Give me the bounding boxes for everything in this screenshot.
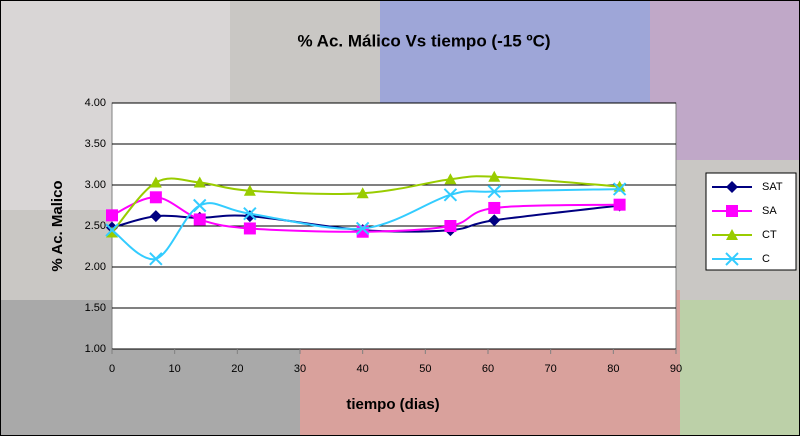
legend-label: CT [762,229,777,241]
x-tick-label: 40 [357,363,369,375]
y-tick-label: 4.00 [85,97,106,109]
x-tick-label: 30 [294,363,306,375]
marker [149,191,162,204]
x-tick-label: 90 [670,363,682,375]
x-tick-label: 80 [607,363,619,375]
marker [106,209,118,222]
marker [149,210,162,223]
marker [488,170,501,182]
marker [443,188,458,202]
marker [149,176,162,188]
marker [105,223,119,237]
x-tick-label: 0 [109,363,115,375]
background-patch [380,0,650,110]
legend-label: SA [762,205,777,217]
x-tick-label: 20 [231,363,243,375]
legend-label: SAT [762,181,783,193]
y-tick-label: 3.00 [85,179,106,191]
y-tick-label: 3.50 [85,138,106,150]
marker [726,181,738,193]
marker [106,226,118,238]
marker [612,182,627,196]
legend [705,172,797,271]
marker [243,222,256,235]
x-tick-label: 70 [545,363,557,375]
marker [613,198,626,211]
marker [243,184,256,196]
marker [725,252,739,266]
marker [487,184,501,199]
background-patch [680,300,800,436]
marker [488,201,501,214]
legend-label: C [762,253,770,265]
x-axis-label: tiempo (dias) [346,396,439,413]
y-tick-label: 1.50 [85,302,106,314]
y-tick-label: 2.00 [85,261,106,273]
marker [444,220,457,232]
marker [444,173,457,185]
marker [726,229,738,240]
marker [726,205,738,217]
marker [243,206,257,221]
y-tick-label: 1.00 [85,343,106,355]
marker [193,213,206,226]
chart-title: % Ac. Málico Vs tiempo (-15 ºC) [297,31,550,50]
marker [355,221,370,236]
x-tick-label: 50 [419,363,431,375]
x-tick-label: 10 [169,363,181,375]
marker [488,214,501,227]
marker [193,198,207,213]
marker [149,252,163,266]
marker [193,176,206,188]
y-tick-label: 2.50 [85,220,106,232]
y-axis-label: % Ac. Malico [49,180,66,271]
marker [356,187,369,199]
x-tick-label: 60 [482,363,494,375]
